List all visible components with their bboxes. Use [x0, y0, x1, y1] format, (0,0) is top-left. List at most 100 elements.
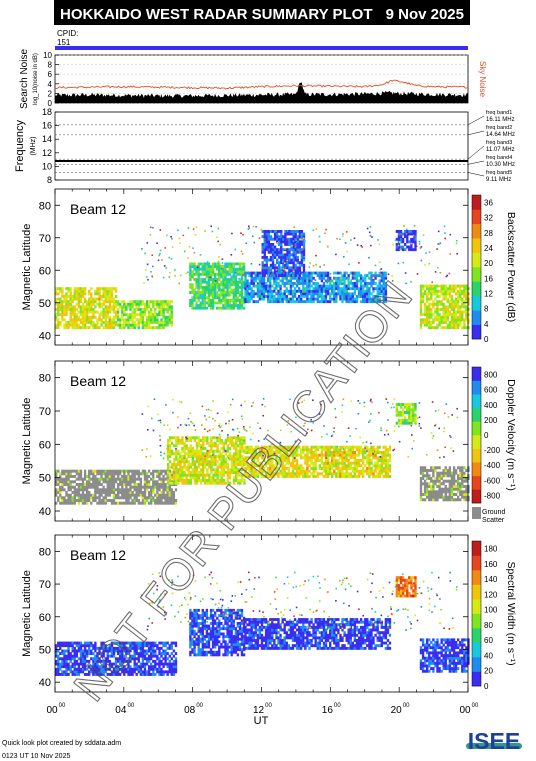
data-cell [183, 457, 186, 461]
data-cell [195, 452, 199, 456]
data-cell [326, 287, 330, 291]
data-cell [410, 243, 413, 246]
data-cell [282, 253, 285, 257]
data-cell [193, 449, 197, 453]
data-cell [121, 483, 124, 486]
data-cell [444, 490, 447, 494]
data-cell [286, 248, 289, 252]
data-cell [162, 313, 165, 317]
data-cell [284, 266, 287, 270]
data-cell [195, 301, 198, 305]
data-cell [252, 472, 255, 476]
data-cell [397, 419, 401, 422]
data-cell [372, 445, 375, 449]
data-cell [382, 282, 385, 285]
data-cell [359, 445, 363, 449]
data-cell [83, 483, 87, 486]
data-cell [244, 456, 247, 460]
data-cell [207, 283, 211, 287]
data-cell [450, 498, 454, 502]
data-cell [235, 441, 238, 445]
scatter-cell [182, 234, 185, 237]
data-cell [104, 315, 107, 319]
data-cell [222, 278, 225, 281]
data-cell [206, 468, 209, 472]
data-cell [63, 469, 66, 473]
data-cell [205, 283, 209, 287]
data-cell [322, 461, 326, 465]
data-cell [322, 469, 326, 473]
data-cell [143, 501, 147, 505]
data-cell [100, 475, 103, 478]
data-cell [374, 461, 377, 465]
data-cell [83, 287, 87, 291]
data-cell [351, 274, 355, 278]
data-cell [241, 436, 244, 440]
data-cell [395, 421, 399, 425]
data-cell [267, 237, 271, 241]
data-cell [368, 271, 371, 275]
data-cell [448, 493, 452, 496]
data-cell [162, 308, 165, 311]
data-cell [290, 274, 293, 277]
data-cell [298, 266, 302, 270]
scatter-cell [434, 271, 437, 273]
data-cell [339, 297, 342, 301]
data-cell [143, 313, 147, 317]
data-cell [267, 456, 270, 460]
data-cell [406, 230, 409, 233]
data-cell [434, 498, 437, 502]
data-cell [324, 279, 328, 283]
data-cell [376, 464, 379, 468]
data-cell [267, 230, 271, 233]
data-cell [230, 278, 233, 281]
data-cell [207, 301, 211, 305]
data-cell [123, 496, 126, 500]
data-cell [372, 282, 375, 285]
data-cell [205, 272, 209, 276]
data-cell [355, 453, 359, 457]
data-cell [271, 295, 274, 298]
data-cell [308, 297, 311, 301]
data-cell [96, 323, 99, 327]
data-cell [308, 287, 311, 291]
data-cell [312, 453, 315, 457]
scatter-cell [162, 276, 165, 279]
data-cell [83, 501, 87, 505]
data-cell [235, 471, 238, 474]
data-cell [467, 474, 470, 478]
data-cell [376, 448, 379, 452]
data-cell [197, 306, 200, 310]
data-cell [374, 287, 377, 291]
data-cell [295, 451, 299, 454]
data-cell [139, 318, 143, 322]
data-cell [353, 282, 357, 285]
data-cell [304, 448, 307, 452]
data-cell [324, 300, 328, 304]
data-cell [310, 295, 313, 298]
data-cell [228, 473, 232, 477]
data-cell [326, 448, 330, 452]
data-cell [73, 295, 76, 298]
data-cell [457, 479, 460, 483]
power-colorbar-tick: 4 [484, 320, 489, 329]
data-cell [254, 475, 257, 478]
data-cell [147, 318, 151, 322]
data-cell [216, 465, 219, 469]
data-cell [291, 295, 295, 298]
data-cell [399, 413, 403, 417]
scatter-cell [333, 276, 335, 279]
data-cell [291, 276, 295, 280]
data-cell [463, 302, 466, 306]
data-cell [191, 306, 194, 310]
data-cell [339, 271, 342, 275]
scatter-cell [413, 440, 415, 442]
data-cell [294, 232, 297, 236]
data-cell [110, 485, 114, 489]
data-cell [302, 235, 306, 239]
data-cell [175, 465, 178, 469]
data-cell [275, 445, 278, 449]
data-cell [252, 464, 255, 468]
scatter-cell [416, 273, 419, 275]
data-cell [114, 321, 118, 324]
